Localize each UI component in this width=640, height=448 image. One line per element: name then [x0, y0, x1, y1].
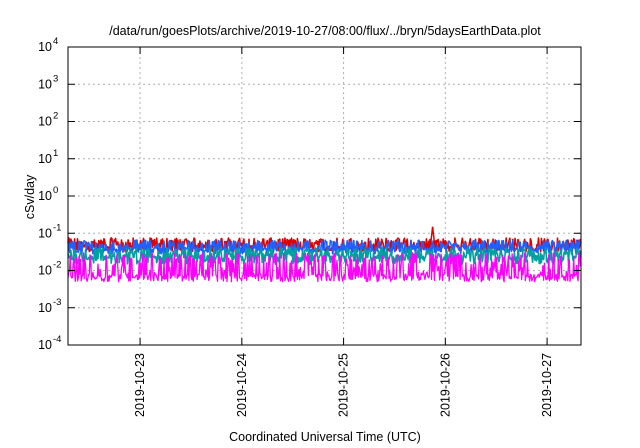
- x-tick-label: 2019-10-23: [133, 353, 147, 417]
- peak-spike: [429, 226, 436, 245]
- y-tick-label: 10 -1: [38, 222, 61, 240]
- y-tick-label-base: 10: [38, 77, 52, 91]
- y-tick-label-exp: 0: [53, 185, 58, 196]
- y-tick-label-base: 10: [38, 226, 52, 240]
- y-tick-label-exp: -3: [53, 297, 61, 308]
- series-line: [67, 252, 582, 283]
- x-tick-label: 2019-10-27: [540, 353, 554, 417]
- y-tick-label-base: 10: [38, 152, 52, 166]
- y-tick-label-base: 10: [38, 115, 52, 129]
- y-tick-label-exp: -4: [53, 334, 61, 345]
- y-tick-label-exp: 2: [53, 111, 58, 122]
- y-axis-label: cSv/day: [23, 174, 37, 219]
- x-tick-label: 2019-10-24: [235, 353, 249, 417]
- series-line: [67, 247, 582, 265]
- y-tick-label: 10 1: [38, 148, 58, 166]
- y-tick-label-base: 10: [38, 338, 52, 352]
- series-group: [67, 226, 582, 283]
- y-tick-label-exp: 1: [53, 148, 58, 159]
- x-axis-label: Coordinated Universal Time (UTC): [229, 430, 421, 444]
- y-tick-label-exp: 3: [53, 73, 58, 84]
- grid-lines: [68, 47, 581, 345]
- y-tick-label-base: 10: [38, 189, 52, 203]
- y-tick-label-exp: 4: [53, 36, 58, 47]
- y-tick-label: 10 -2: [38, 260, 61, 278]
- y-tick-label: 10 2: [38, 111, 58, 129]
- x-tick-label: 2019-10-26: [438, 353, 452, 417]
- y-tick-label: 10 3: [38, 73, 58, 91]
- y-tick-label: 10 4: [38, 36, 58, 54]
- y-tick-label-base: 10: [38, 301, 52, 315]
- y-tick-label: 10 -3: [38, 297, 61, 315]
- y-tick-label: 10 0: [38, 185, 58, 203]
- y-tick-label-exp: -1: [53, 222, 61, 233]
- tick-marks: [68, 46, 581, 346]
- x-tick-label: 2019-10-25: [337, 353, 351, 417]
- y-tick-label: 10 -4: [38, 334, 61, 352]
- chart-title: /data/run/goesPlots/archive/2019-10-27/0…: [109, 24, 541, 38]
- y-tick-label-exp: -2: [53, 260, 61, 271]
- y-tick-label-base: 10: [38, 264, 52, 278]
- y-tick-label-base: 10: [38, 40, 52, 54]
